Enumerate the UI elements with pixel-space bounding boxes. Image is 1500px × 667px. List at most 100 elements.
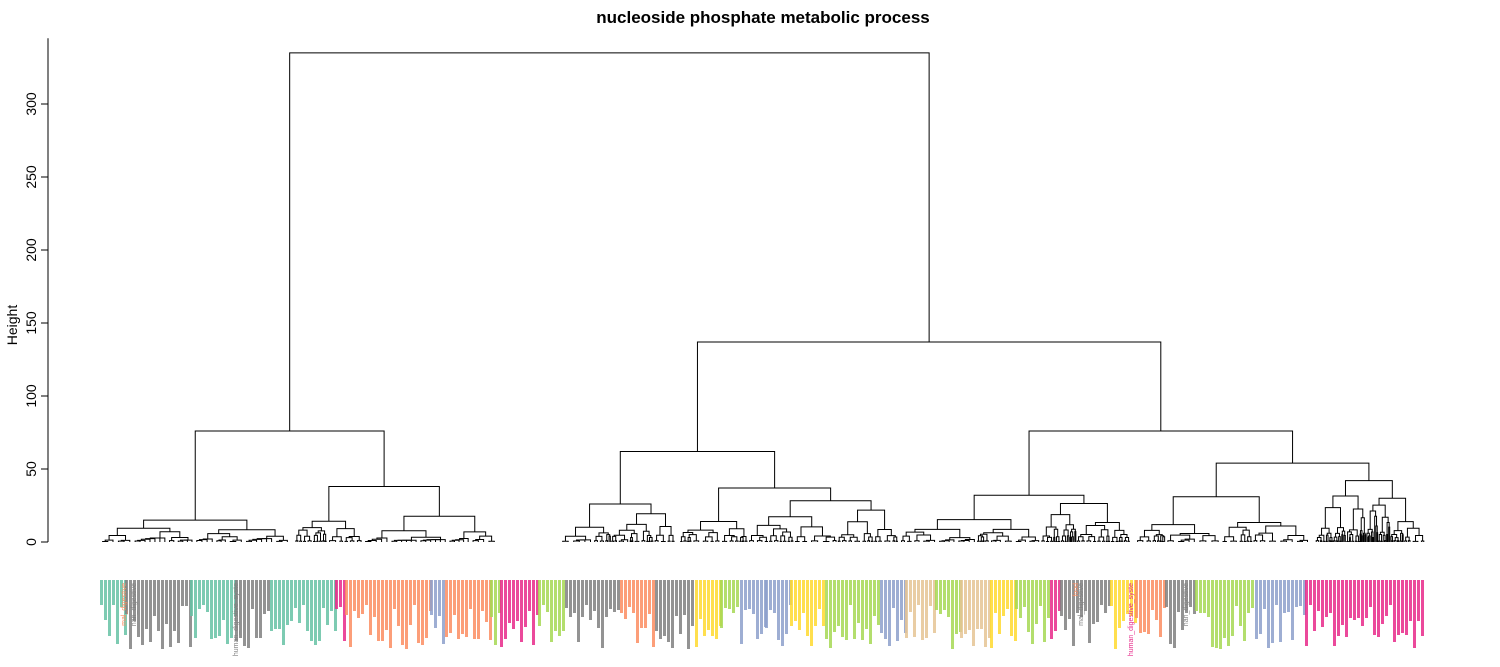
leaf-label-mark — [116, 580, 119, 644]
leaf-label-mark — [806, 580, 809, 636]
dendrogram-link — [631, 540, 634, 542]
leaf-label-mark — [1019, 580, 1022, 618]
leaf-label-mark — [760, 580, 763, 634]
leaf-label-mark — [1263, 580, 1266, 609]
leaf-label-mark — [263, 580, 266, 614]
leaf-label-mark — [740, 580, 743, 644]
dendrogram-link — [764, 540, 768, 542]
leaf-label-mark — [365, 580, 368, 605]
leaf-label-mark — [1247, 580, 1250, 613]
dendrogram-link — [315, 532, 322, 542]
dendrogram-link — [246, 540, 253, 542]
dendrogram-link — [1110, 540, 1115, 542]
dendrogram-link — [1162, 536, 1166, 542]
dendrogram-link — [769, 540, 773, 542]
leaf-label-mark — [282, 580, 285, 645]
dendrogram-link — [1153, 535, 1159, 541]
dendrogram-link — [1178, 540, 1185, 542]
dendrogram-link — [779, 540, 782, 542]
leaf-label: mal_digestive — [1078, 583, 1085, 626]
leaf-label-mark — [1010, 580, 1013, 636]
dendrogram-link — [689, 540, 692, 542]
dendrogram-link — [1107, 540, 1111, 542]
leaf-label-mark — [569, 580, 572, 617]
dendrogram-link — [862, 540, 867, 542]
leaf-label-mark — [933, 580, 936, 633]
leaf-label-mark — [112, 580, 115, 605]
leaf-label-mark — [861, 580, 864, 640]
dendrogram-link — [218, 529, 276, 537]
leaf-label: nan_digestive — [1183, 583, 1190, 626]
leaf-label-mark — [190, 580, 193, 616]
leaf-label-mark — [1181, 580, 1184, 630]
leaf-label-mark — [1135, 580, 1138, 618]
leaf-label-mark — [469, 580, 472, 609]
leaf-label-mark — [1088, 580, 1091, 643]
leaf-label-mark — [732, 580, 735, 613]
leaf-label-mark — [597, 580, 600, 628]
dendrogram-link — [117, 540, 125, 542]
leaf-label-mark — [554, 580, 557, 631]
leaf-label-mark — [1279, 580, 1282, 642]
dendrogram-link — [693, 540, 700, 542]
dendrogram-link — [202, 538, 213, 542]
leaf-label-mark — [648, 580, 651, 614]
leaf-label-mark — [438, 580, 441, 616]
leaf-label-mark — [494, 580, 497, 645]
dendrogram-link — [849, 536, 858, 542]
leaf-label-mark — [724, 580, 727, 608]
dendrogram-link — [751, 534, 764, 541]
dendrogram-link — [1118, 540, 1121, 542]
dendrogram-link — [1349, 533, 1354, 542]
leaf-label-mark — [318, 580, 321, 641]
dendrogram-link — [977, 540, 980, 542]
leaf-label-mark — [1151, 580, 1154, 610]
dendrogram-link — [451, 539, 460, 542]
dendrogram-link — [248, 539, 258, 542]
leaf-label-mark — [1365, 580, 1368, 618]
leaf-label-mark — [453, 580, 456, 615]
leaf-label-mark — [798, 580, 801, 630]
dendrogram-link — [1021, 536, 1036, 541]
dendrogram-link — [814, 535, 831, 541]
dendrogram-link — [1354, 540, 1358, 542]
leaf-label-mark — [274, 580, 277, 629]
dendrogram-link — [1222, 540, 1227, 542]
dendrogram-link — [1393, 530, 1403, 535]
leaf-label-mark — [1169, 580, 1172, 644]
leaf-label-mark — [1031, 580, 1034, 644]
leaf-label-mark — [393, 580, 396, 609]
dendrogram-link — [276, 540, 283, 542]
leaf-label-mark — [939, 580, 942, 614]
dendrogram-link — [1139, 536, 1150, 541]
leaf-label-mark — [550, 580, 553, 642]
dendrogram-link — [1397, 540, 1400, 542]
dendrogram-link — [958, 540, 965, 542]
leaf-label-mark — [504, 580, 507, 639]
leaf-label-mark — [691, 580, 694, 626]
leaf-label-mark — [769, 580, 772, 610]
leaf-label-mark — [617, 580, 620, 610]
leaf-label-mark — [976, 580, 979, 629]
dendrogram-link — [344, 540, 348, 542]
leaf-label-mark — [198, 580, 201, 609]
dendrogram-link — [867, 540, 871, 542]
dendrogram-link — [614, 540, 617, 542]
leaf-label-mark — [1341, 580, 1344, 625]
dendrogram-link — [768, 516, 813, 527]
dendrogram-link — [339, 540, 344, 542]
dendrogram-link — [599, 540, 604, 542]
leaf-label-mark — [829, 580, 832, 648]
leaf-label-mark — [1329, 580, 1332, 613]
dendrogram-link — [289, 52, 930, 432]
dendrogram-link — [295, 540, 299, 542]
leaf-label-mark — [546, 580, 549, 612]
leaf-label-mark — [818, 580, 821, 609]
leaf-label-mark — [837, 580, 840, 626]
dendrogram-link — [345, 537, 353, 542]
dendrogram-link — [1065, 524, 1074, 530]
leaf-label-mark — [565, 580, 568, 608]
leaf-label-mark — [1333, 580, 1336, 646]
dendrogram-link — [923, 540, 930, 542]
dendrogram-link — [1397, 521, 1414, 531]
